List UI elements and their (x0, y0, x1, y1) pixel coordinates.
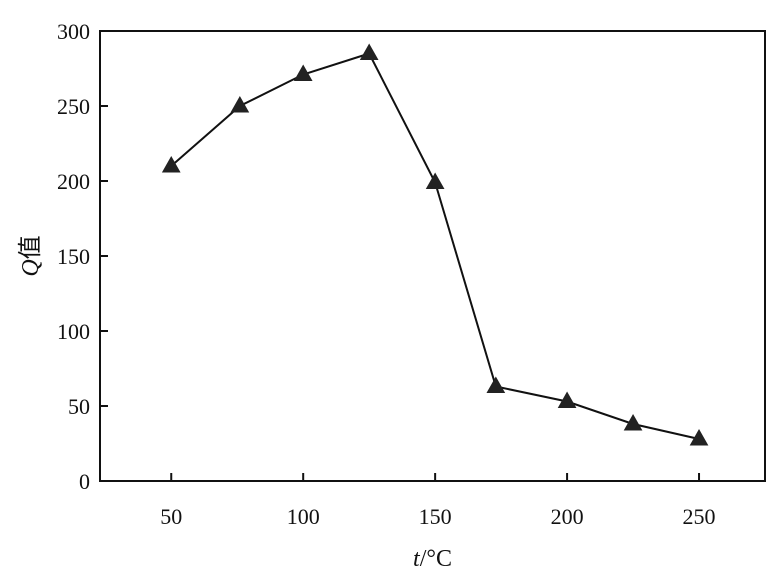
x-axis-label: t/°C (413, 546, 452, 572)
data-point-marker (359, 43, 379, 60)
plot-frame (99, 30, 766, 482)
y-axis-variable: Q (18, 259, 44, 276)
data-point-marker (623, 413, 643, 431)
data-point-marker (557, 391, 577, 408)
y-tick-label: 0 (79, 469, 90, 494)
y-tick-label: 200 (57, 169, 90, 194)
x-tick-label: 250 (683, 504, 716, 529)
y-axis-ticks: 0 50 100 150 200 250 300 (57, 19, 108, 494)
x-axis-variable: t (413, 546, 421, 572)
data-point-marker (230, 95, 250, 113)
data-point-marker (486, 376, 506, 393)
x-axis-ticks: 50 100 150 200 250 (160, 473, 716, 529)
x-tick-label: 50 (160, 504, 182, 529)
x-tick-label: 150 (419, 504, 452, 529)
y-tick-label: 100 (57, 319, 90, 344)
series-markers (161, 43, 709, 446)
y-tick-label: 250 (57, 94, 90, 119)
x-tick-label: 200 (551, 504, 584, 529)
y-axis-unit: 值 (17, 235, 44, 259)
y-tick-label: 300 (57, 19, 90, 44)
x-axis-unit: /°C (420, 546, 452, 572)
y-axis-label: Q值 (17, 235, 44, 276)
data-point-marker (689, 428, 709, 446)
data-point-marker (161, 155, 181, 173)
data-point-marker (425, 172, 445, 189)
data-point-marker (293, 64, 313, 81)
y-tick-label: 50 (68, 394, 90, 419)
series-line (170, 52, 700, 440)
x-tick-label: 100 (287, 504, 320, 529)
y-tick-label: 150 (57, 244, 90, 269)
